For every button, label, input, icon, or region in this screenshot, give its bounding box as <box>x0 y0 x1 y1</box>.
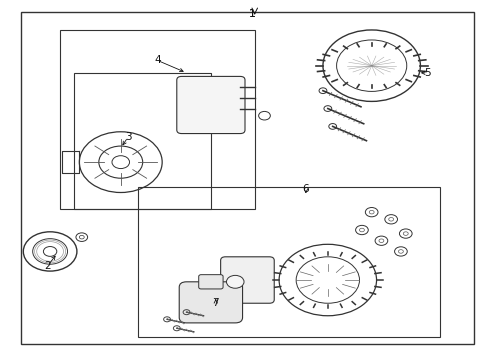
Text: 1: 1 <box>249 9 256 19</box>
Text: 6: 6 <box>303 184 309 194</box>
Text: 4: 4 <box>154 55 161 65</box>
FancyBboxPatch shape <box>177 76 245 134</box>
Text: 2: 2 <box>45 261 51 271</box>
Circle shape <box>226 275 244 288</box>
Bar <box>74 73 211 208</box>
Text: 3: 3 <box>125 132 131 142</box>
Text: 7: 7 <box>213 298 219 308</box>
FancyBboxPatch shape <box>199 275 223 289</box>
FancyBboxPatch shape <box>179 282 243 323</box>
Text: 1: 1 <box>249 9 256 19</box>
Text: 5: 5 <box>424 68 431 78</box>
Bar <box>138 187 440 337</box>
Bar <box>60 30 255 208</box>
FancyBboxPatch shape <box>220 257 274 303</box>
